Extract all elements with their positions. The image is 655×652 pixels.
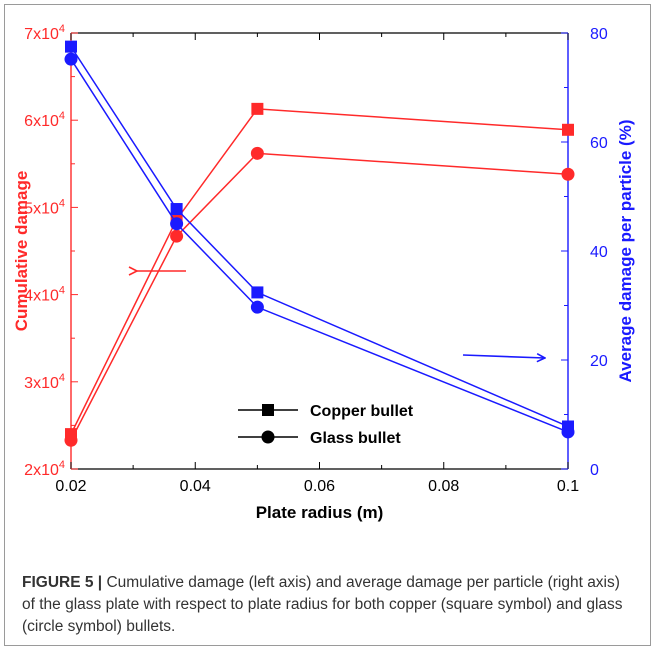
data-point-circle bbox=[250, 300, 264, 314]
data-point-circle bbox=[64, 52, 78, 66]
legend-label: Copper bullet bbox=[310, 403, 414, 420]
series-line-2 bbox=[70, 46, 569, 428]
data-point-circle bbox=[561, 167, 575, 181]
data-point-square bbox=[251, 102, 264, 115]
right-y-tick-label: 20 bbox=[590, 353, 608, 370]
data-point-circle bbox=[561, 425, 575, 439]
legend-circle-marker bbox=[261, 430, 275, 444]
caption-text: Cumulative damage (left axis) and averag… bbox=[22, 574, 623, 635]
right-axis-arrow bbox=[462, 355, 545, 358]
right-y-tick-label: 60 bbox=[590, 135, 608, 152]
caption-label: FIGURE 5 | bbox=[22, 574, 103, 591]
chart: 0.02 0.04 0.06 0.08 0.1 2x104 3x104 4x104 5x104 6… bbox=[12, 23, 635, 522]
data-point-circle bbox=[64, 433, 78, 447]
x-tick-label: 0.04 bbox=[180, 478, 211, 495]
data-point-circle bbox=[250, 146, 264, 160]
data-point-circle bbox=[170, 229, 184, 243]
data-point-square bbox=[170, 203, 183, 216]
series-line-1 bbox=[70, 152, 569, 441]
right-y-axis-title: Average damage per particle (%) bbox=[616, 120, 635, 383]
legend-square-marker bbox=[262, 404, 274, 416]
right-y-tick-label: 40 bbox=[590, 244, 608, 261]
right-y-tick-label: 80 bbox=[590, 26, 608, 43]
left-y-tick-label: 7x104 bbox=[24, 23, 65, 43]
x-tick-label: 0.1 bbox=[557, 478, 579, 495]
series-line-0 bbox=[70, 108, 569, 435]
left-y-tick-label: 3x104 bbox=[24, 372, 65, 392]
data-point-square bbox=[65, 40, 77, 53]
left-y-tick-label: 4x104 bbox=[24, 285, 65, 305]
x-tick-label: 0.06 bbox=[304, 478, 335, 495]
data-point-circle bbox=[170, 217, 184, 231]
x-axis-title: Plate radius (m) bbox=[256, 503, 384, 522]
series-line-3 bbox=[70, 58, 569, 433]
x-tick-label: 0.02 bbox=[55, 478, 86, 495]
left-y-tick-label: 6x104 bbox=[24, 110, 65, 130]
legend-label: Glass bullet bbox=[310, 430, 401, 447]
figure-frame bbox=[4, 4, 651, 646]
right-y-tick-label: 0 bbox=[590, 462, 599, 479]
left-y-axis-title: Cumulative damage bbox=[12, 171, 31, 332]
left-y-tick-label: 5x104 bbox=[24, 197, 65, 217]
x-tick-label: 0.08 bbox=[428, 478, 459, 495]
data-point-square bbox=[251, 286, 264, 299]
left-y-tick-label: 2x104 bbox=[24, 459, 65, 479]
figure-caption: FIGURE 5 | Cumulative damage (left axis)… bbox=[22, 572, 632, 638]
data-point-square bbox=[562, 123, 574, 136]
